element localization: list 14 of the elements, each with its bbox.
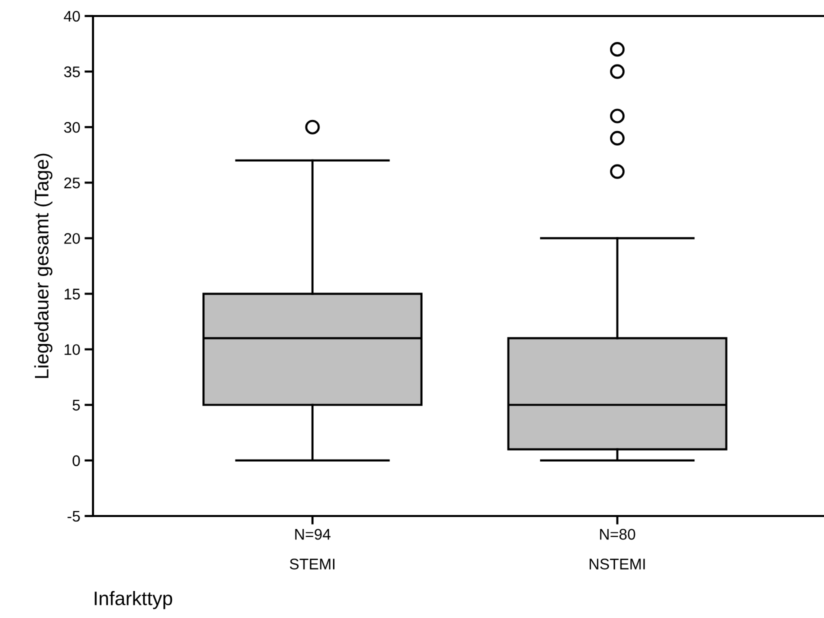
y-tick-label: -5: [68, 511, 80, 522]
y-tick-label: 10: [64, 344, 80, 356]
y-tick-label: 15: [64, 288, 80, 300]
y-tick-label: 0: [72, 455, 80, 466]
y-tick-label: 30: [64, 122, 80, 133]
category-label: N=80 NSTEMI: [590, 528, 645, 570]
y-tick-label: 25: [64, 178, 80, 188]
y-tick-label: 35: [64, 66, 80, 78]
y-tick-label: 40: [64, 10, 80, 22]
x-axis-title: Infarkttyp: [94, 591, 172, 610]
category-label: N=94 STEMI: [290, 528, 334, 570]
y-tick-label: 20: [64, 233, 80, 244]
y-axis-title: Liegedauer gesamt (Tage): [34, 154, 52, 378]
y-tick-label: 5: [72, 400, 80, 411]
